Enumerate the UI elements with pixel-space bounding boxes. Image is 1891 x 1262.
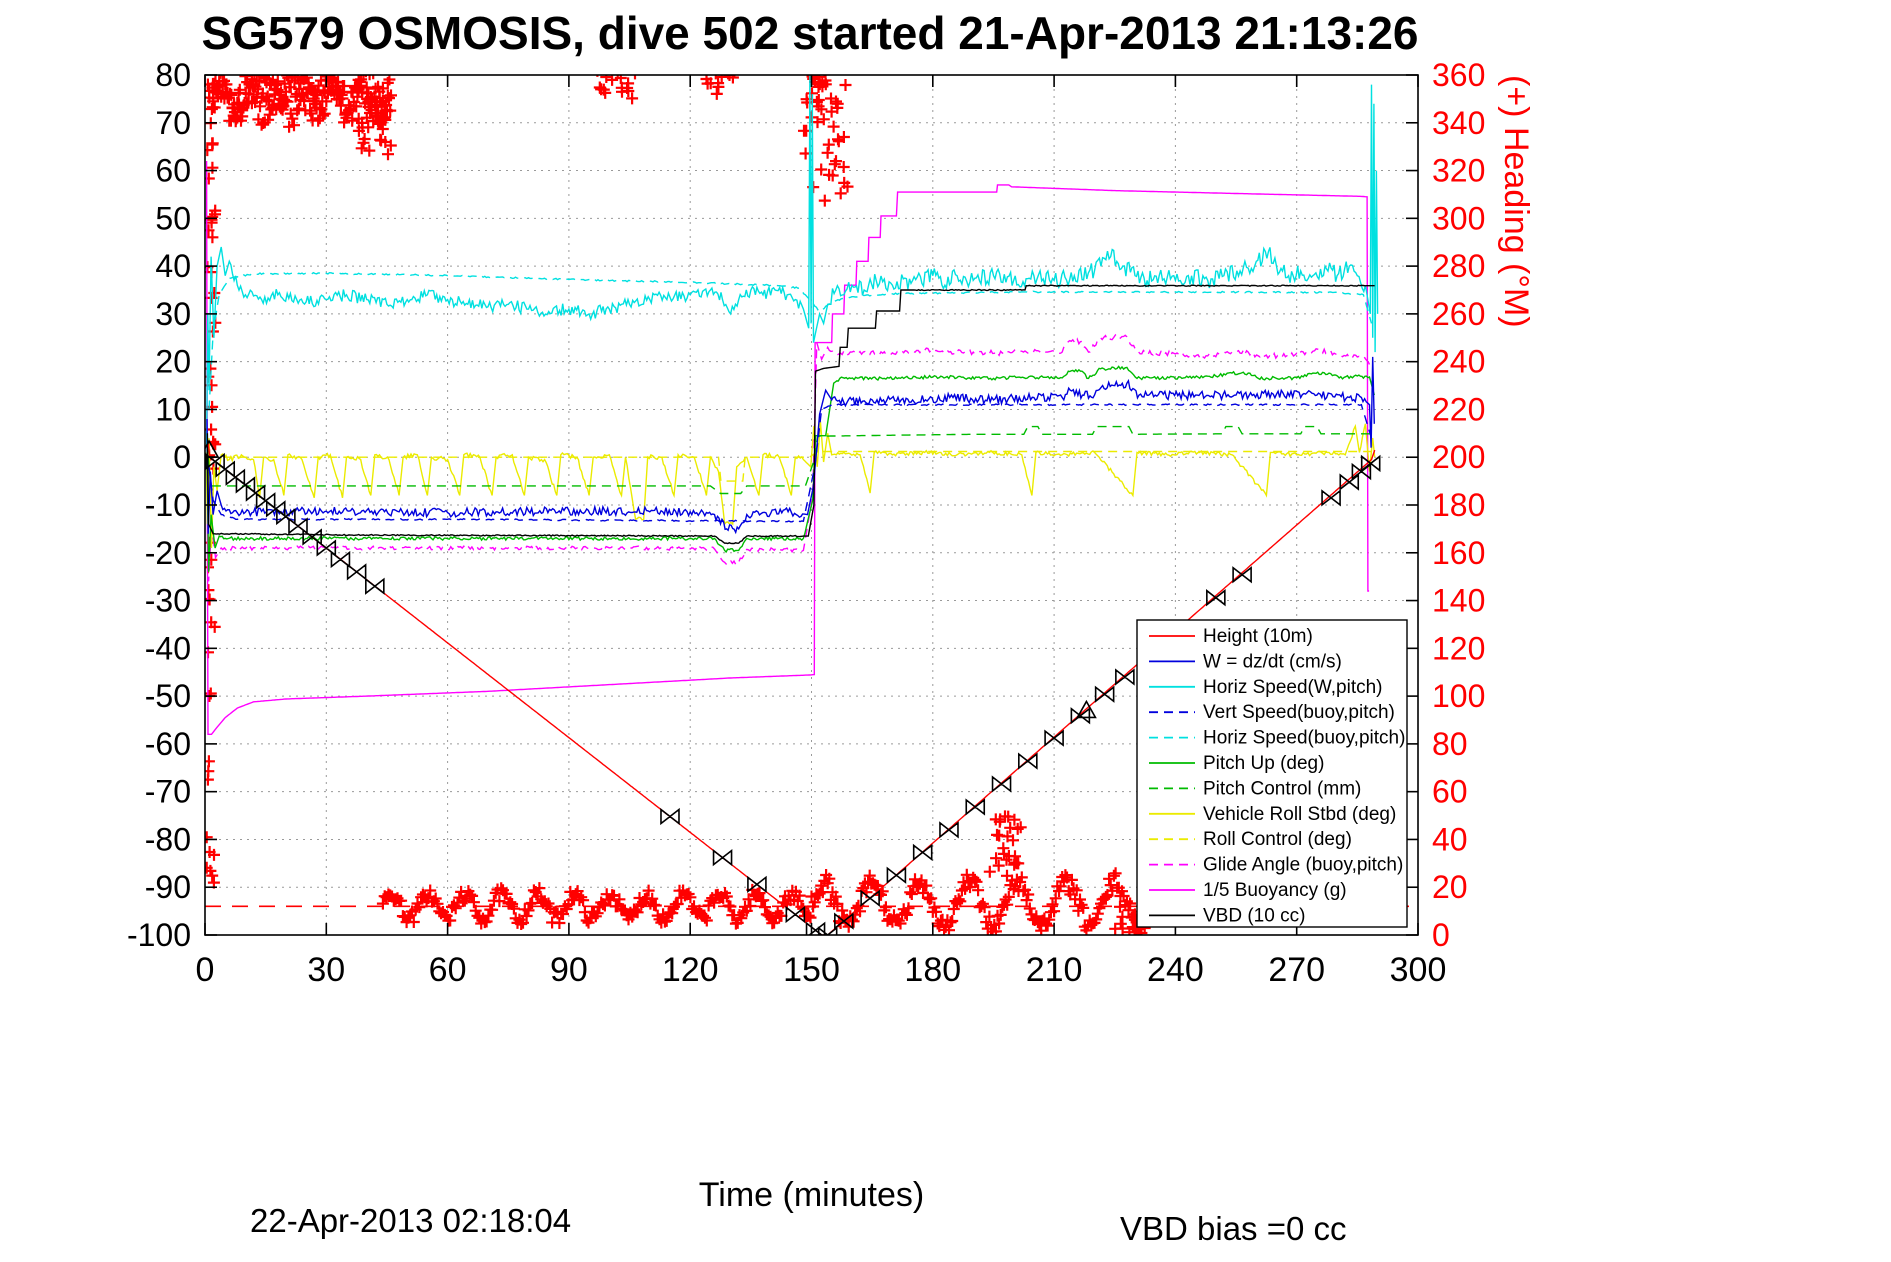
legend: Height (10m) W = dz/dt (cm/s) Horiz Speed(… <box>1136 619 1408 928</box>
x-tick-label: 0 <box>196 951 215 989</box>
right-tick-label: 240 <box>1432 344 1485 380</box>
left-tick-label: 50 <box>155 200 191 236</box>
left-tick-label: 60 <box>155 153 191 189</box>
series-vbd <box>206 284 1375 545</box>
x-tick-label: 120 <box>662 951 719 989</box>
right-tick-label: 80 <box>1432 726 1468 762</box>
legend-box <box>1136 619 1408 928</box>
legend-entry-label: Vehicle Roll Stbd (deg) <box>1203 804 1396 825</box>
right-tick-label: 200 <box>1432 439 1485 475</box>
x-tick-label: 30 <box>307 951 345 989</box>
tick-labels: 80706050403020100-10-20-30-40-50-60-70-8… <box>127 57 1485 989</box>
right-tick-label: 220 <box>1432 391 1485 427</box>
right-y-axis-label: (+) Heading (°M) <box>1497 75 1535 328</box>
left-tick-label: -10 <box>145 487 191 523</box>
legend-entry-label: VBD (10 cc) <box>1203 905 1305 926</box>
series-vert-speed-buoy <box>208 403 1373 523</box>
series-horiz-speed-buoy <box>208 271 1373 410</box>
legend-entry-label: Horiz Speed(W,pitch) <box>1203 677 1383 698</box>
right-tick-label: 300 <box>1432 200 1485 236</box>
legend-entry-label: Roll Control (deg) <box>1203 829 1352 850</box>
series-pitch-up <box>206 365 1375 572</box>
left-tick-label: 70 <box>155 105 191 141</box>
right-tick-label: 280 <box>1432 248 1485 284</box>
right-tick-label: 100 <box>1432 678 1485 714</box>
left-tick-label: 20 <box>155 344 191 380</box>
right-tick-label: 40 <box>1432 821 1468 857</box>
legend-entry-label: Glide Angle (buoy,pitch) <box>1203 855 1403 876</box>
right-tick-label: 140 <box>1432 583 1485 619</box>
legend-entry-label: Vert Speed(buoy,pitch) <box>1203 702 1395 723</box>
legend-entry-label: 1/5 Buoyancy (g) <box>1203 880 1347 901</box>
legend-entry-label: Pitch Up (deg) <box>1203 753 1324 774</box>
left-tick-label: -80 <box>145 821 191 857</box>
footer-vbd-bias: VBD bias =0 cc <box>1120 1210 1347 1247</box>
x-tick-label: 60 <box>429 951 467 989</box>
right-tick-label: 180 <box>1432 487 1485 523</box>
left-tick-label: -70 <box>145 774 191 810</box>
left-tick-label: -60 <box>145 726 191 762</box>
heading-plus-markers <box>205 75 1172 935</box>
right-tick-label: 0 <box>1432 917 1450 953</box>
x-tick-label: 240 <box>1147 951 1204 989</box>
left-tick-label: -20 <box>145 535 191 571</box>
left-tick-label: -50 <box>145 678 191 714</box>
left-tick-label: 40 <box>155 248 191 284</box>
left-tick-label: -30 <box>145 583 191 619</box>
x-tick-label: 90 <box>550 951 588 989</box>
right-tick-label: 20 <box>1432 869 1468 905</box>
right-tick-label: 60 <box>1432 774 1468 810</box>
legend-entry-label: Horiz Speed(buoy,pitch) <box>1203 728 1405 749</box>
x-axis-label: Time (minutes) <box>698 1176 925 1214</box>
height-triangle-markers <box>205 439 1097 719</box>
chart-title: SG579 OSMOSIS, dive 502 started 21-Apr-2… <box>201 7 1419 59</box>
left-tick-label: 10 <box>155 391 191 427</box>
left-tick-label: 30 <box>155 296 191 332</box>
right-tick-label: 160 <box>1432 535 1485 571</box>
right-tick-label: 360 <box>1432 57 1485 93</box>
tick-marks <box>204 74 1419 936</box>
right-tick-label: 260 <box>1432 296 1485 332</box>
series-buoyancy-fifth <box>205 160 1370 735</box>
right-tick-label: 340 <box>1432 105 1485 141</box>
series-vehicle-roll <box>205 421 1376 549</box>
x-tick-label: 270 <box>1268 951 1325 989</box>
left-tick-label: -90 <box>145 869 191 905</box>
height-bowtie-markers <box>205 452 1381 935</box>
x-tick-label: 300 <box>1390 951 1447 989</box>
left-tick-label: -100 <box>127 917 191 953</box>
series-roll-control <box>208 450 1372 482</box>
legend-entry-label: W = dz/dt (cm/s) <box>1203 651 1342 672</box>
x-tick-label: 150 <box>783 951 840 989</box>
footer-datetime: 22-Apr-2013 02:18:04 <box>250 1202 572 1239</box>
right-tick-label: 120 <box>1432 630 1485 666</box>
legend-entry-label: Pitch Control (mm) <box>1203 778 1361 799</box>
left-tick-label: -40 <box>145 630 191 666</box>
series-pitch-control <box>207 425 1372 495</box>
series-w-dzdt <box>206 356 1375 535</box>
left-tick-label: 80 <box>155 57 191 93</box>
x-tick-label: 180 <box>904 951 961 989</box>
series-horiz-speed-w <box>205 75 1379 448</box>
right-tick-label: 320 <box>1432 153 1485 189</box>
series-glide-angle <box>206 333 1373 582</box>
left-tick-label: 0 <box>173 439 191 475</box>
x-tick-label: 210 <box>1026 951 1083 989</box>
legend-entry-label: Height (10m) <box>1203 626 1313 647</box>
